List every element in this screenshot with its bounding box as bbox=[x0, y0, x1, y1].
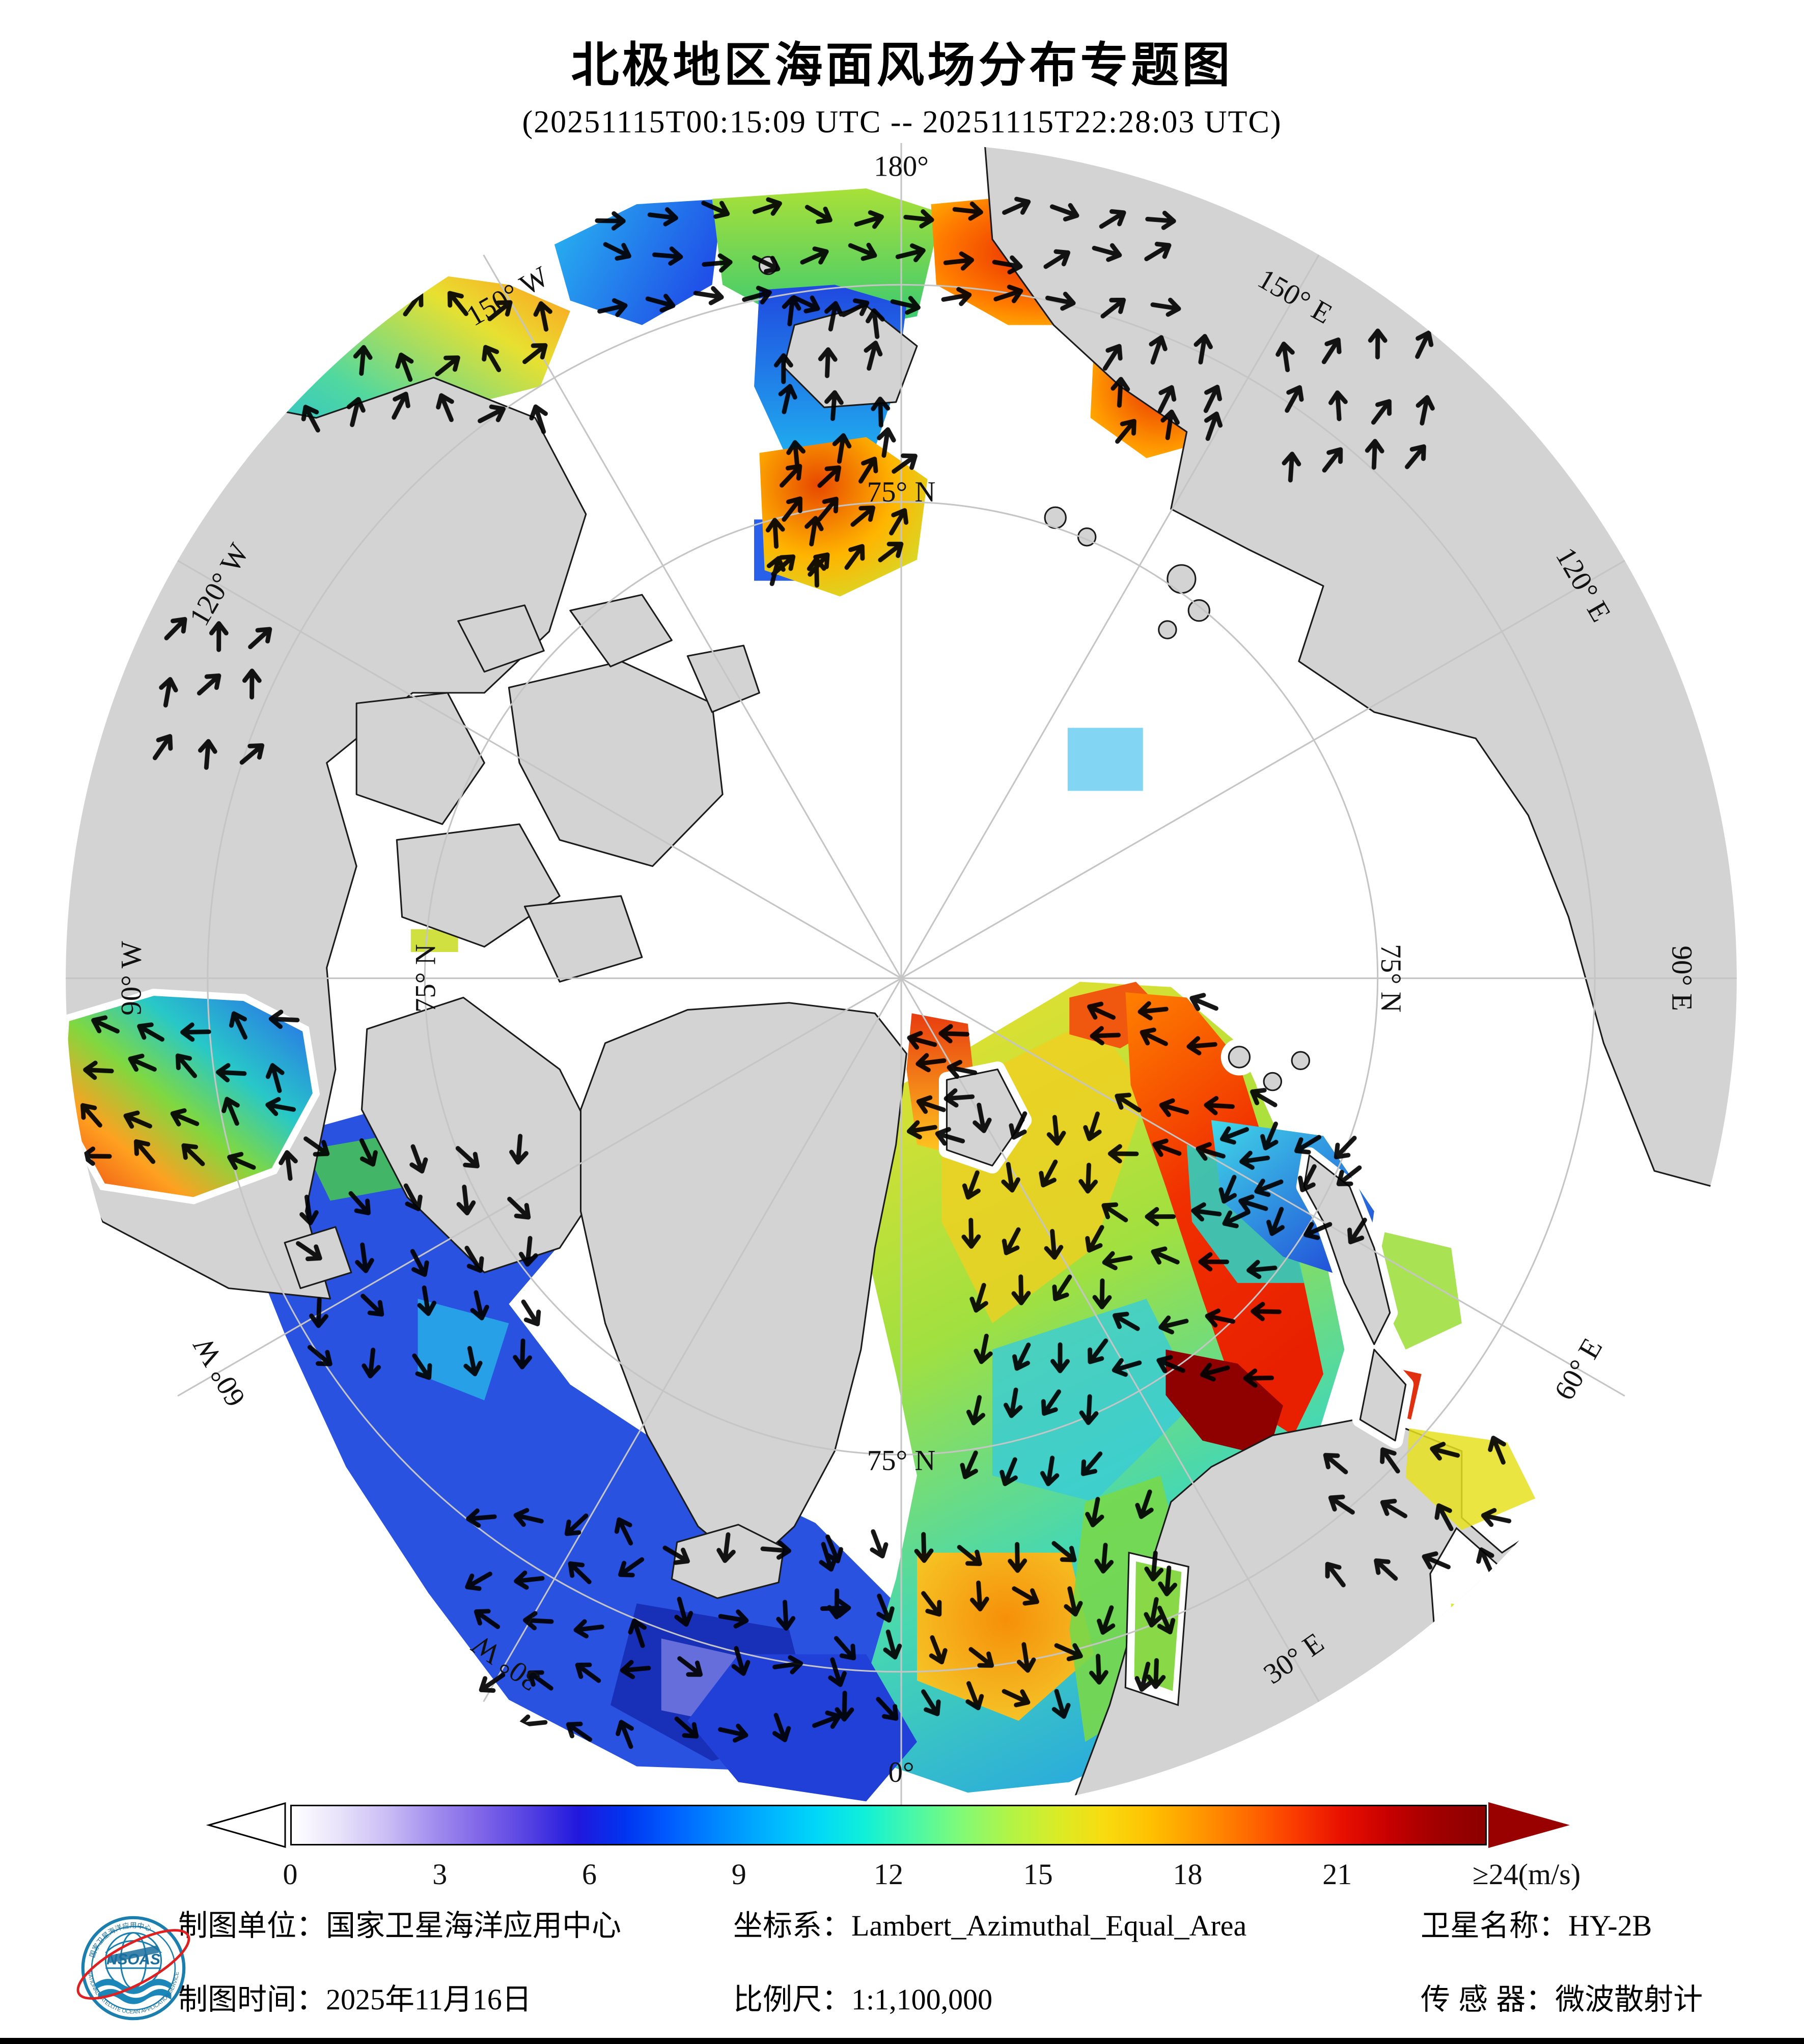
latitude-label: 75° N bbox=[867, 476, 936, 508]
footer-item-label: 制图时间： bbox=[178, 1983, 326, 2016]
footer-item-value: Lambert_Azimuthal_Equal_Area bbox=[851, 1909, 1247, 1942]
footer-item: 卫星名称：HY-2B bbox=[1421, 1901, 1652, 1944]
colorbar-tick-label: 15 bbox=[1023, 1858, 1053, 1891]
footer-item: 制图时间：2025年11月16日 bbox=[178, 1975, 532, 2018]
latitude-label: 75° N bbox=[409, 944, 441, 1013]
footer-item: 传 感 器：微波散射计 bbox=[1421, 1975, 1703, 2018]
colorbar-tick-label: 0 bbox=[283, 1858, 298, 1891]
footer-item: 制图单位：国家卫星海洋应用中心 bbox=[178, 1901, 621, 1944]
meridian-label: 0° bbox=[888, 1756, 914, 1788]
islands-in-data bbox=[938, 1039, 1414, 1449]
footer-item: 比例尺：1:1,100,000 bbox=[733, 1975, 992, 2018]
footer-item: 坐标系：Lambert_Azimuthal_Equal_Area bbox=[733, 1901, 1246, 1944]
page-title: 北极地区海面风场分布专题图 bbox=[571, 38, 1233, 92]
colorbar-left-arrow-icon bbox=[206, 1802, 286, 1848]
latitude-label: 75° N bbox=[1375, 944, 1407, 1013]
land-iceland bbox=[671, 1524, 785, 1599]
land-baffin-island bbox=[360, 996, 612, 1274]
footer-item-label: 比例尺： bbox=[733, 1983, 852, 2016]
land-novaya-zemlya bbox=[1303, 1154, 1391, 1346]
logo-orbit-icon bbox=[76, 1929, 190, 2000]
colorbar bbox=[290, 1805, 1487, 1845]
colorbar-tick-label: ≥24(m/s) bbox=[1472, 1858, 1581, 1891]
colorbar-tick-label: 3 bbox=[432, 1858, 448, 1891]
colorbar-tick-label: 6 bbox=[582, 1858, 597, 1891]
colorbar-tick-label: 12 bbox=[874, 1858, 903, 1891]
colorbar-tick-label: 18 bbox=[1173, 1858, 1203, 1891]
colorbar-tick-label: 21 bbox=[1322, 1858, 1352, 1891]
graticule bbox=[66, 143, 1737, 1814]
footer-item-label: 卫星名称： bbox=[1421, 1909, 1569, 1942]
meridian-label: 90° W bbox=[115, 941, 147, 1016]
colorbar-tick-label: 9 bbox=[731, 1858, 746, 1891]
time-range-subtitle: (20251115T00:15:09 UTC -- 20251115T22:28… bbox=[522, 105, 1282, 139]
meridian-label: 180° bbox=[874, 150, 929, 182]
latitude-label: 75° N bbox=[867, 1445, 936, 1477]
footer-item-value: 国家卫星海洋应用中心 bbox=[326, 1909, 622, 1942]
footer-item-value: 微波散射计 bbox=[1555, 1983, 1703, 2016]
footer-item-label: 坐标系： bbox=[733, 1909, 852, 1942]
footer-item-value: HY-2B bbox=[1568, 1909, 1652, 1942]
footer-item-label: 传 感 器： bbox=[1421, 1983, 1556, 2016]
bottom-border bbox=[0, 2038, 1804, 2044]
footer-item-label: 制图单位： bbox=[178, 1909, 326, 1942]
footer-item-value: 1:1,100,000 bbox=[851, 1983, 993, 2016]
colorbar-right-arrow-icon bbox=[1488, 1802, 1570, 1848]
nsoas-logo: NSOAS 国家卫星海洋应用中心 NATIONAL SATELLITE OCEA… bbox=[76, 1916, 190, 2021]
footer-item-value: 2025年11月16日 bbox=[326, 1983, 532, 2016]
meridian-label: 90° E bbox=[1666, 945, 1698, 1011]
